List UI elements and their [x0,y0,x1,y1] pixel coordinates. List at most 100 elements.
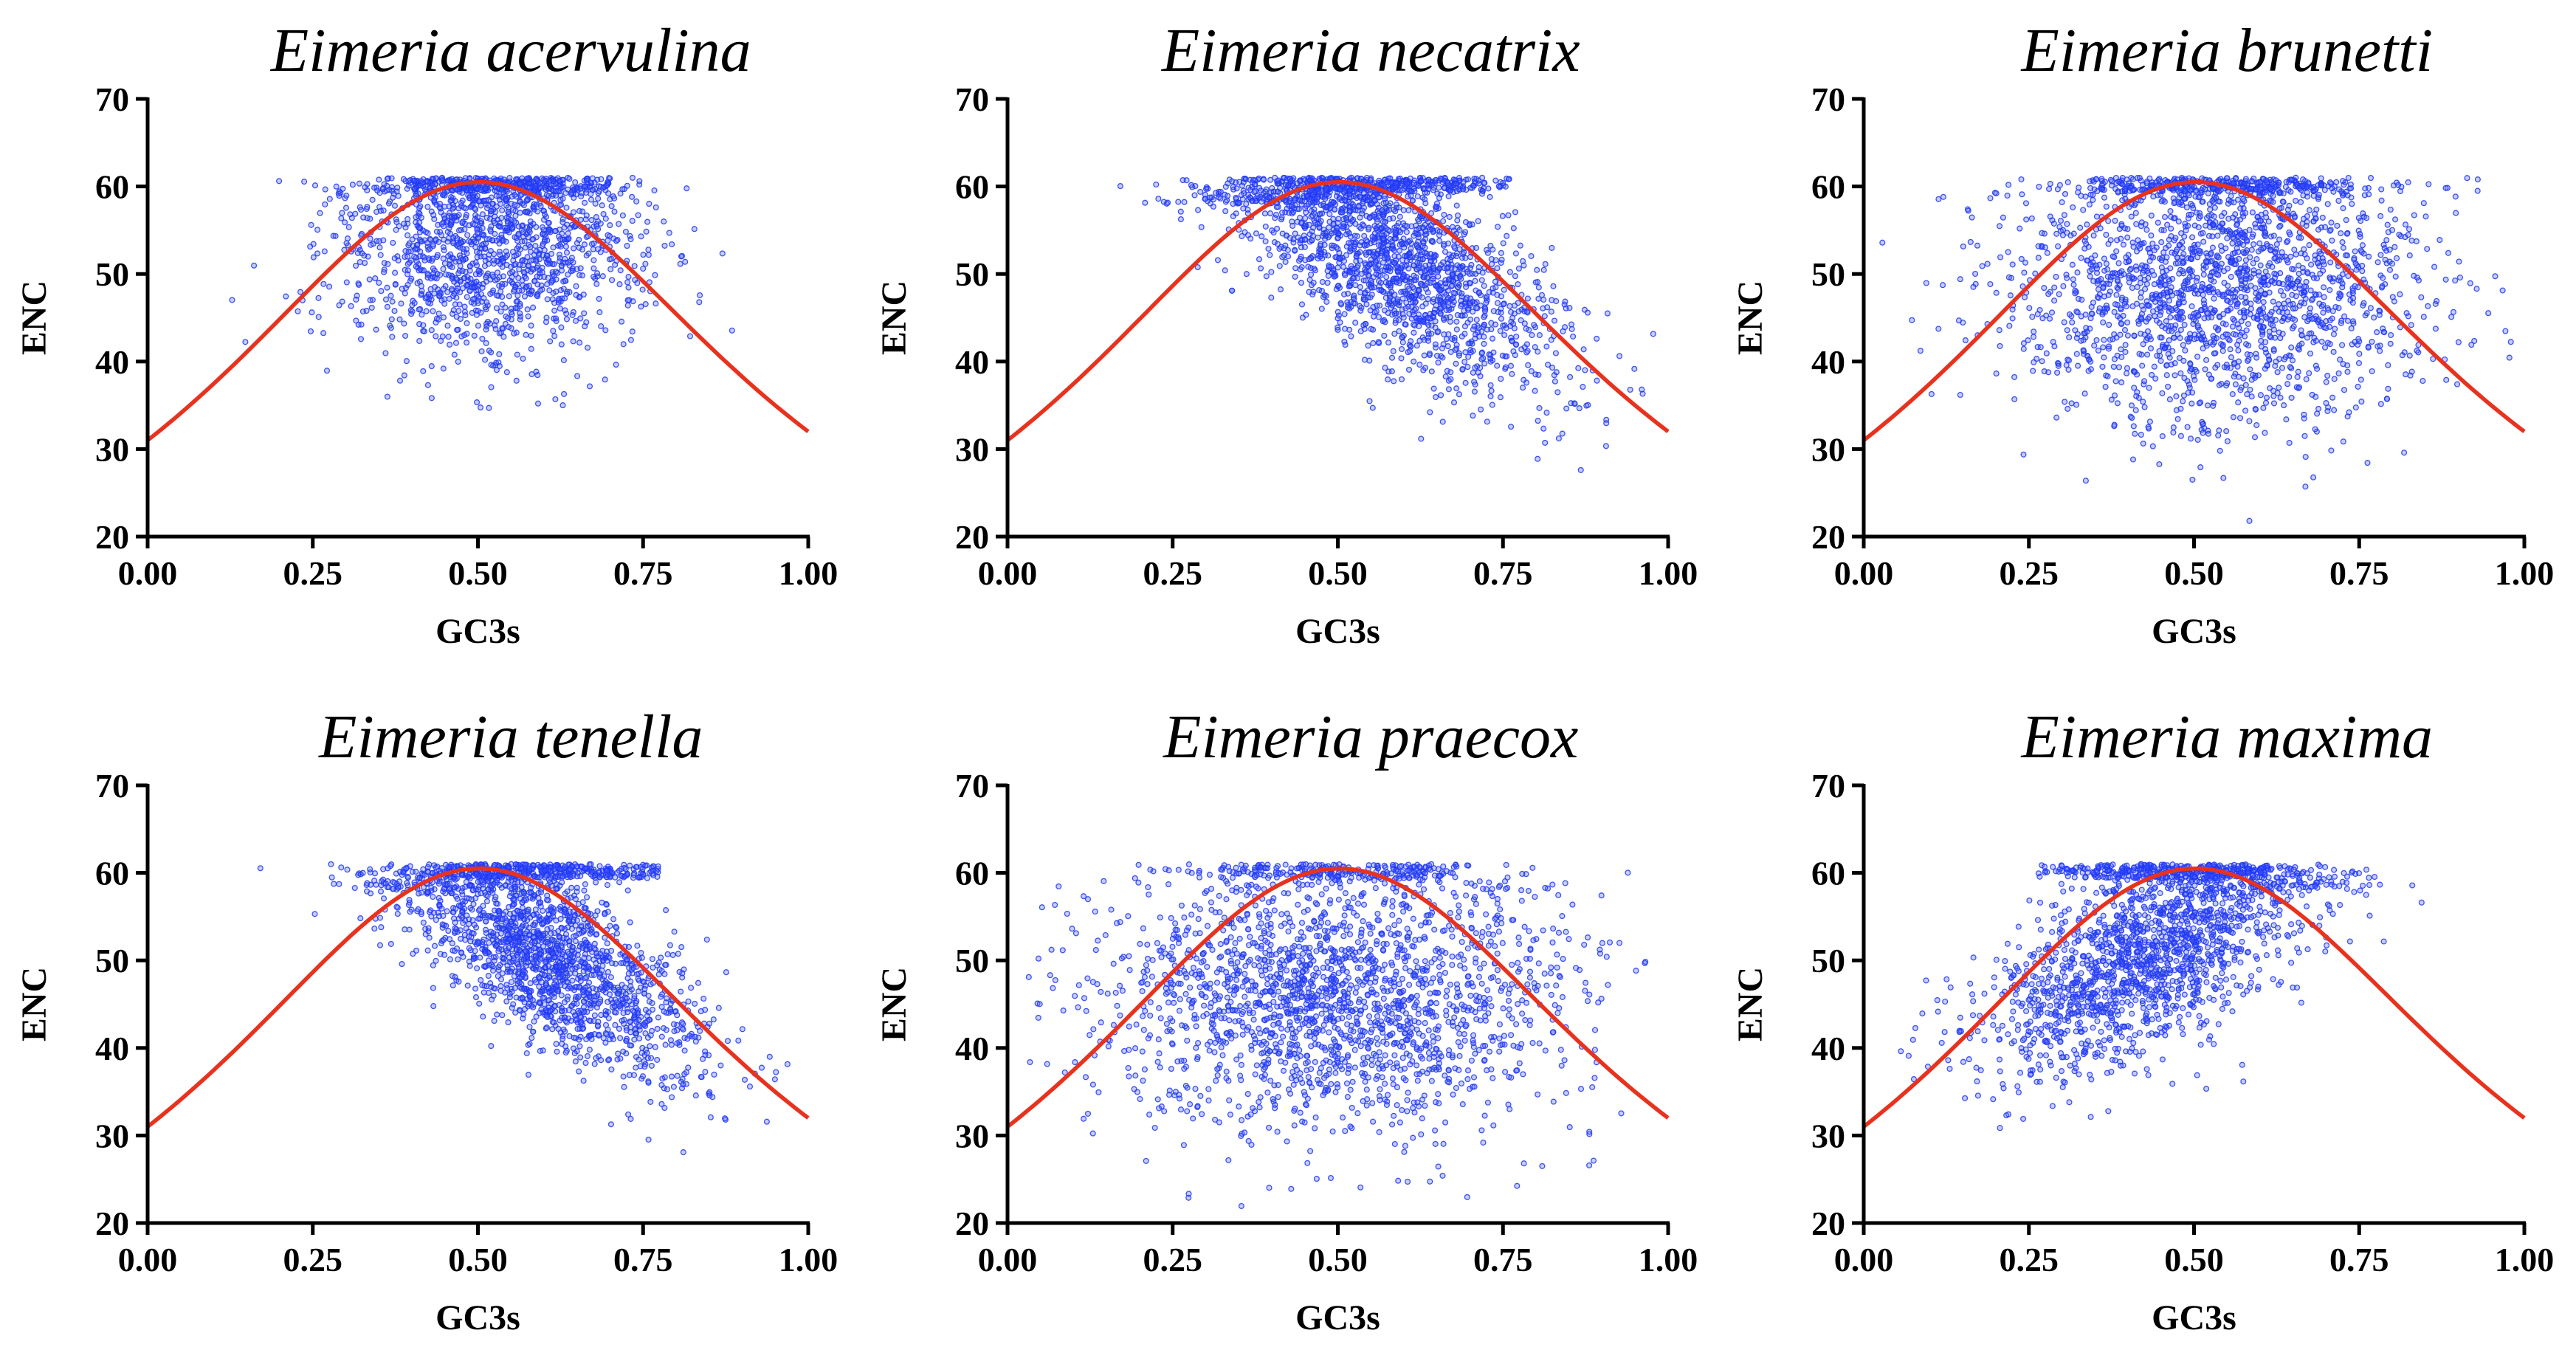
data-point [576,293,583,300]
data-point [1436,228,1443,235]
data-point [595,196,602,202]
data-point [2018,176,2025,183]
data-point [1462,349,1469,356]
data-point [348,215,355,221]
data-point [376,280,382,286]
data-point [1392,208,1399,215]
data-point [1488,320,1495,326]
data-point [466,267,473,274]
data-point [433,333,439,340]
data-point [490,362,497,369]
data-point [436,292,443,299]
data-point [2456,274,2463,281]
data-point [398,300,404,307]
data-point [1347,187,1354,194]
data-point [1498,309,1504,316]
data-point [652,272,658,278]
data-point [1275,177,1282,184]
data-point [1484,293,1490,300]
data-point [1532,388,1538,394]
data-point [558,341,565,348]
data-point [2369,338,2375,345]
data-point [629,328,636,335]
data-point [1369,193,1377,200]
panel-title: Eimeria necatrix [1161,16,1580,85]
data-point [1446,213,1453,220]
data-point [2112,378,2119,385]
data-point [568,255,575,261]
data-point [2149,308,2157,314]
data-point [1357,193,1363,200]
data-point [1361,326,1368,332]
data-point [636,182,643,188]
data-point [1566,305,1573,311]
data-point [1616,353,1623,359]
data-point [1419,255,1426,263]
data-point [1567,373,1574,380]
data-point [456,301,463,308]
data-point [2383,237,2390,244]
data-point [607,222,613,229]
data-point [602,216,609,222]
data-point [503,254,509,261]
data-point [563,310,570,317]
data-point [490,287,497,294]
data-point [362,184,368,190]
data-point [1455,212,1461,218]
data-point [1263,273,1270,280]
data-point [1425,337,1432,344]
data-point [2312,362,2319,369]
data-point [521,238,528,244]
data-point [1369,233,1376,240]
data-point [1440,218,1447,224]
data-point [2144,328,2152,334]
data-point [413,190,420,197]
data-point [1483,300,1490,306]
data-point [1490,308,1497,314]
data-point [1425,296,1431,303]
data-point [1363,249,1369,256]
data-point [444,323,451,329]
data-point [1513,333,1520,340]
data-point [472,221,478,228]
data-point [2364,460,2371,466]
data-point [508,309,514,316]
data-point [505,209,512,216]
data-point [1344,304,1351,311]
data-point [380,207,387,214]
data-point [1326,218,1333,225]
data-point [479,225,486,232]
data-point [455,359,461,365]
data-point [2157,357,2164,365]
data-point [2247,386,2253,393]
data-point [652,204,659,211]
data-point [1388,305,1394,311]
data-point [1508,424,1515,430]
data-point [537,203,544,210]
data-point [559,402,566,409]
data-point [2335,198,2342,204]
data-point [1323,229,1330,235]
data-point [2118,305,2124,311]
data-point [1472,278,1478,284]
data-point [1389,311,1396,318]
x-tick-label: 1.00 [1639,554,1698,592]
data-point [2334,222,2341,229]
data-point [1515,265,1522,272]
data-point [430,270,437,277]
data-point [517,199,523,205]
data-point [451,213,458,219]
data-point [2174,416,2181,422]
data-point [2047,213,2053,220]
data-point [2186,266,2192,274]
data-point [1523,379,1530,386]
data-point [1399,262,1405,269]
data-point [315,314,322,320]
data-point [399,286,405,292]
data-point [2225,297,2231,304]
data-point [1239,232,1245,240]
y-tick-label: 30 [955,430,989,468]
data-point [643,228,650,235]
data-point [2339,342,2346,348]
data-point [410,185,418,192]
